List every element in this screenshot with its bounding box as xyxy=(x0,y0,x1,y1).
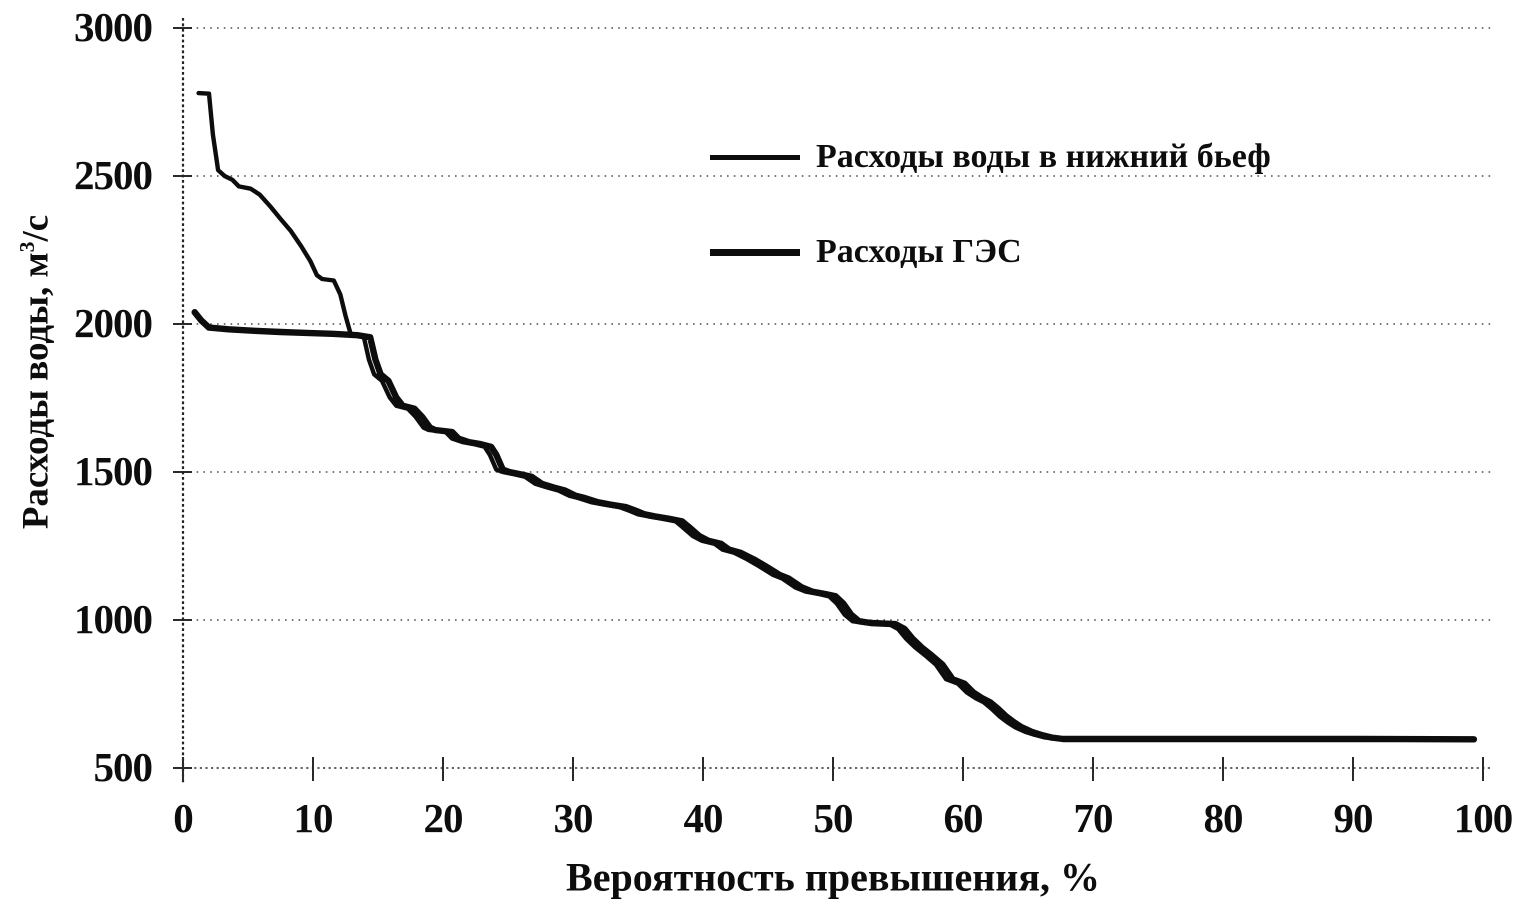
y-axis-title-rest: /с xyxy=(15,214,57,242)
x-tick-label-10: 10 xyxy=(293,795,334,841)
x-tick-label-100: 100 xyxy=(1453,795,1513,841)
x-tick-label-90: 90 xyxy=(1333,795,1374,841)
legend-item-tailwater-discharge: Расходы воды в нижний бьеф xyxy=(710,138,1271,176)
x-tick-label-60: 60 xyxy=(943,795,984,841)
x-tick-label-50: 50 xyxy=(813,795,854,841)
y-axis-title-main: Расходы воды, м xyxy=(15,252,57,530)
y-tick-label-2000: 2000 xyxy=(74,300,153,347)
legend-line-sample-thick xyxy=(710,248,800,256)
x-tick-label-40: 40 xyxy=(683,795,724,841)
x-tick-label-0: 0 xyxy=(173,795,193,841)
y-tick-label-500: 500 xyxy=(93,744,154,791)
legend-item-hpp-discharge: Расходы ГЭС xyxy=(710,233,1022,271)
y-tick-label-1000: 1000 xyxy=(74,596,153,643)
x-tick-label-20: 20 xyxy=(423,795,464,841)
x-axis-title: Вероятность превышения, % xyxy=(566,854,1100,900)
x-tick-label-80: 80 xyxy=(1203,795,1244,841)
y-tick-label-2500: 2500 xyxy=(74,152,153,199)
legend-line-sample-thin xyxy=(710,154,800,160)
x-tick-label-30: 30 xyxy=(553,795,594,841)
y-axis-title-superscript: 3 xyxy=(15,241,40,253)
y-tick-label-1500: 1500 xyxy=(74,448,153,495)
legend-label-tailwater-discharge: Расходы воды в нижний бьеф xyxy=(816,138,1271,175)
legend-label-hpp-discharge: Расходы ГЭС xyxy=(816,233,1022,270)
x-tick-label-70: 70 xyxy=(1073,795,1114,841)
y-tick-label-3000: 3000 xyxy=(74,4,153,51)
series-line-2 xyxy=(191,309,1478,743)
y-axis-title: Расходы воды, м3/с xyxy=(15,215,58,529)
series-line-1 xyxy=(196,90,1475,742)
